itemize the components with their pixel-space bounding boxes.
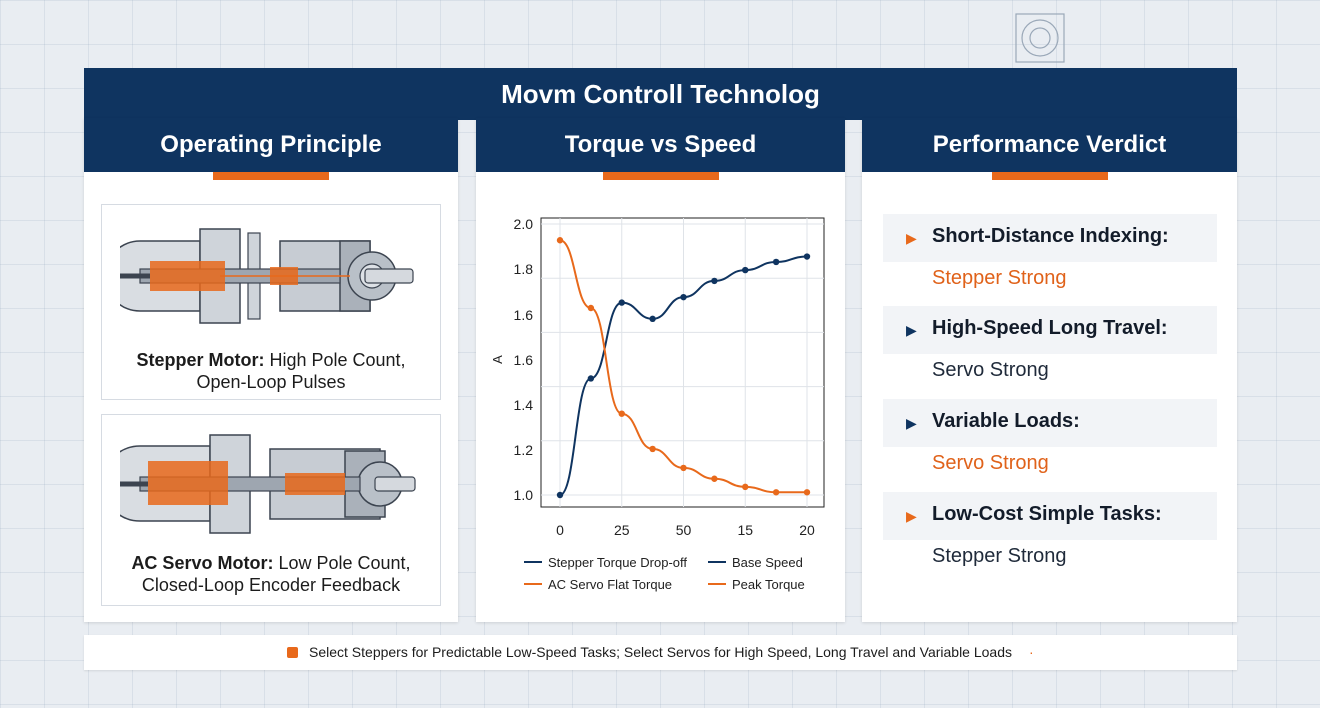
chart-y-axis-label: A bbox=[490, 355, 505, 364]
verdict-value: Stepper Strong bbox=[932, 545, 1067, 567]
servo-motor-illustration bbox=[120, 434, 416, 534]
chart-data-point bbox=[711, 277, 718, 285]
stepper-motor-name: Stepper Motor: bbox=[136, 350, 265, 370]
servo-motor-line2: Closed-Loop Encoder Feedback bbox=[141, 575, 401, 595]
stepper-motor-line1: High Pole Count, bbox=[264, 350, 406, 370]
chart-data-point bbox=[556, 237, 564, 244]
background-gear-drawing bbox=[1010, 8, 1070, 68]
stepper-motor-line2: Open-Loop Pulses bbox=[196, 372, 346, 392]
stepper-motor-caption: Stepper Motor: High Pole Count, Open-Loo… bbox=[102, 349, 440, 393]
chart-data-point bbox=[803, 253, 811, 260]
verdict-label: Variable Loads: bbox=[932, 410, 1080, 432]
torque-speed-title: Torque vs Speed bbox=[564, 131, 757, 158]
chart-data-point bbox=[680, 464, 687, 472]
chart-series-line bbox=[559, 239, 807, 494]
operating-principle-panel: Operating Principle Stepper Motor: High … bbox=[84, 118, 458, 622]
chart-y-tick-label: 1.6 bbox=[514, 307, 534, 323]
footer-summary-text: Select Steppers for Predictable Low-Spee… bbox=[309, 644, 1013, 660]
arrow-right-icon: ▶ bbox=[906, 508, 917, 524]
chart-data-point bbox=[772, 258, 780, 266]
chart-x-tick-label: 25 bbox=[614, 522, 630, 538]
performance-verdict-panel: Performance Verdict ▶ Short-Distance Inde… bbox=[862, 118, 1237, 622]
arrow-right-icon: ▶ bbox=[906, 230, 917, 246]
servo-motor-caption: AC Servo Motor: Low Pole Count, Closed-L… bbox=[102, 552, 440, 596]
chart-plot-area bbox=[540, 217, 825, 508]
chart-data-point bbox=[772, 489, 780, 496]
header-accent-bar bbox=[602, 172, 719, 180]
chart-data-point bbox=[649, 445, 656, 453]
chart-data-point bbox=[618, 299, 625, 306]
chart-x-tick-label: 15 bbox=[737, 522, 753, 538]
verdict-value: Stepper Strong bbox=[932, 267, 1067, 289]
page-title: Movm Controll Technolog bbox=[84, 68, 1237, 120]
chart-x-tick-label: 20 bbox=[799, 522, 815, 538]
torque-speed-header: Torque vs Speed bbox=[476, 118, 845, 180]
chart-y-tick-label: 1.0 bbox=[514, 487, 534, 503]
operating-principle-header: Operating Principle bbox=[84, 118, 458, 180]
performance-verdict-header: Performance Verdict bbox=[862, 118, 1237, 180]
chart-data-point bbox=[618, 410, 625, 417]
chart-data-point bbox=[742, 266, 749, 274]
verdict-item: ▶ Low-Cost Simple Tasks: Stepper Strong bbox=[883, 492, 1217, 567]
chart-data-point bbox=[649, 315, 656, 323]
chart-x-tick-label: 0 bbox=[556, 522, 564, 538]
chart-data-point bbox=[587, 375, 595, 382]
verdict-item: ▶ High-Speed Long Travel: Servo Strong bbox=[883, 306, 1217, 381]
footer-bullet-icon bbox=[287, 647, 298, 658]
verdict-item: ▶ Variable Loads: Servo Strong bbox=[883, 399, 1217, 474]
verdict-label: Low-Cost Simple Tasks: bbox=[932, 503, 1162, 525]
operating-principle-title: Operating Principle bbox=[160, 131, 382, 158]
chart-data-point bbox=[587, 304, 595, 312]
chart-data-point bbox=[680, 293, 687, 301]
header-accent-bar bbox=[213, 172, 329, 180]
chart-legend-label: Stepper Torque Drop-off bbox=[548, 555, 687, 570]
chart-y-tick-label: 1.4 bbox=[514, 397, 534, 413]
verdict-value: Servo Strong bbox=[932, 359, 1049, 381]
servo-motor-line1: Low Pole Count, bbox=[273, 553, 411, 573]
servo-motor-card: AC Servo Motor: Low Pole Count, Closed-L… bbox=[101, 414, 441, 606]
footer-summary-bar: Select Steppers for Predictable Low-Spee… bbox=[84, 635, 1237, 670]
footer-trailing-mark: · bbox=[1029, 644, 1034, 660]
torque-speed-chart: 1.0 1.2 1.4 1.6 1.6 1.8 2.0 0 25 50 15 20 A Stepper T… bbox=[490, 216, 825, 592]
stepper-motor-illustration bbox=[120, 228, 414, 324]
header-accent-bar bbox=[991, 172, 1108, 180]
stepper-motor-card: Stepper Motor: High Pole Count, Open-Loo… bbox=[101, 204, 441, 400]
chart-legend-label: AC Servo Flat Torque bbox=[548, 577, 672, 592]
arrow-right-icon: ▶ bbox=[906, 322, 917, 338]
chart-data-point bbox=[742, 483, 749, 491]
performance-verdict-title: Performance Verdict bbox=[932, 131, 1167, 158]
arrow-right-icon: ▶ bbox=[906, 415, 917, 431]
chart-y-tick-label: 1.2 bbox=[514, 442, 534, 458]
chart-y-tick-label: 2.0 bbox=[514, 216, 534, 232]
chart-x-tick-label: 50 bbox=[676, 522, 692, 538]
chart-data-point bbox=[803, 489, 811, 496]
servo-motor-name: AC Servo Motor: bbox=[131, 553, 274, 573]
verdict-value: Servo Strong bbox=[932, 452, 1049, 474]
verdict-label: High-Speed Long Travel: bbox=[932, 317, 1168, 339]
chart-legend-label: Base Speed bbox=[732, 555, 803, 570]
chart-y-tick-label: 1.6 bbox=[514, 352, 534, 368]
verdict-label: Short-Distance Indexing: bbox=[932, 225, 1169, 247]
torque-speed-panel: Torque vs Speed 1.0 1.2 1.4 1.6 1.6 1.8 2.0 0 25… bbox=[476, 118, 845, 622]
chart-y-tick-label: 1.8 bbox=[514, 261, 534, 277]
chart-data-point bbox=[711, 475, 718, 482]
verdict-item: ▶ Short-Distance Indexing: Stepper Strong bbox=[883, 214, 1217, 289]
chart-data-point bbox=[556, 491, 564, 499]
chart-legend-label: Peak Torque bbox=[732, 577, 805, 592]
